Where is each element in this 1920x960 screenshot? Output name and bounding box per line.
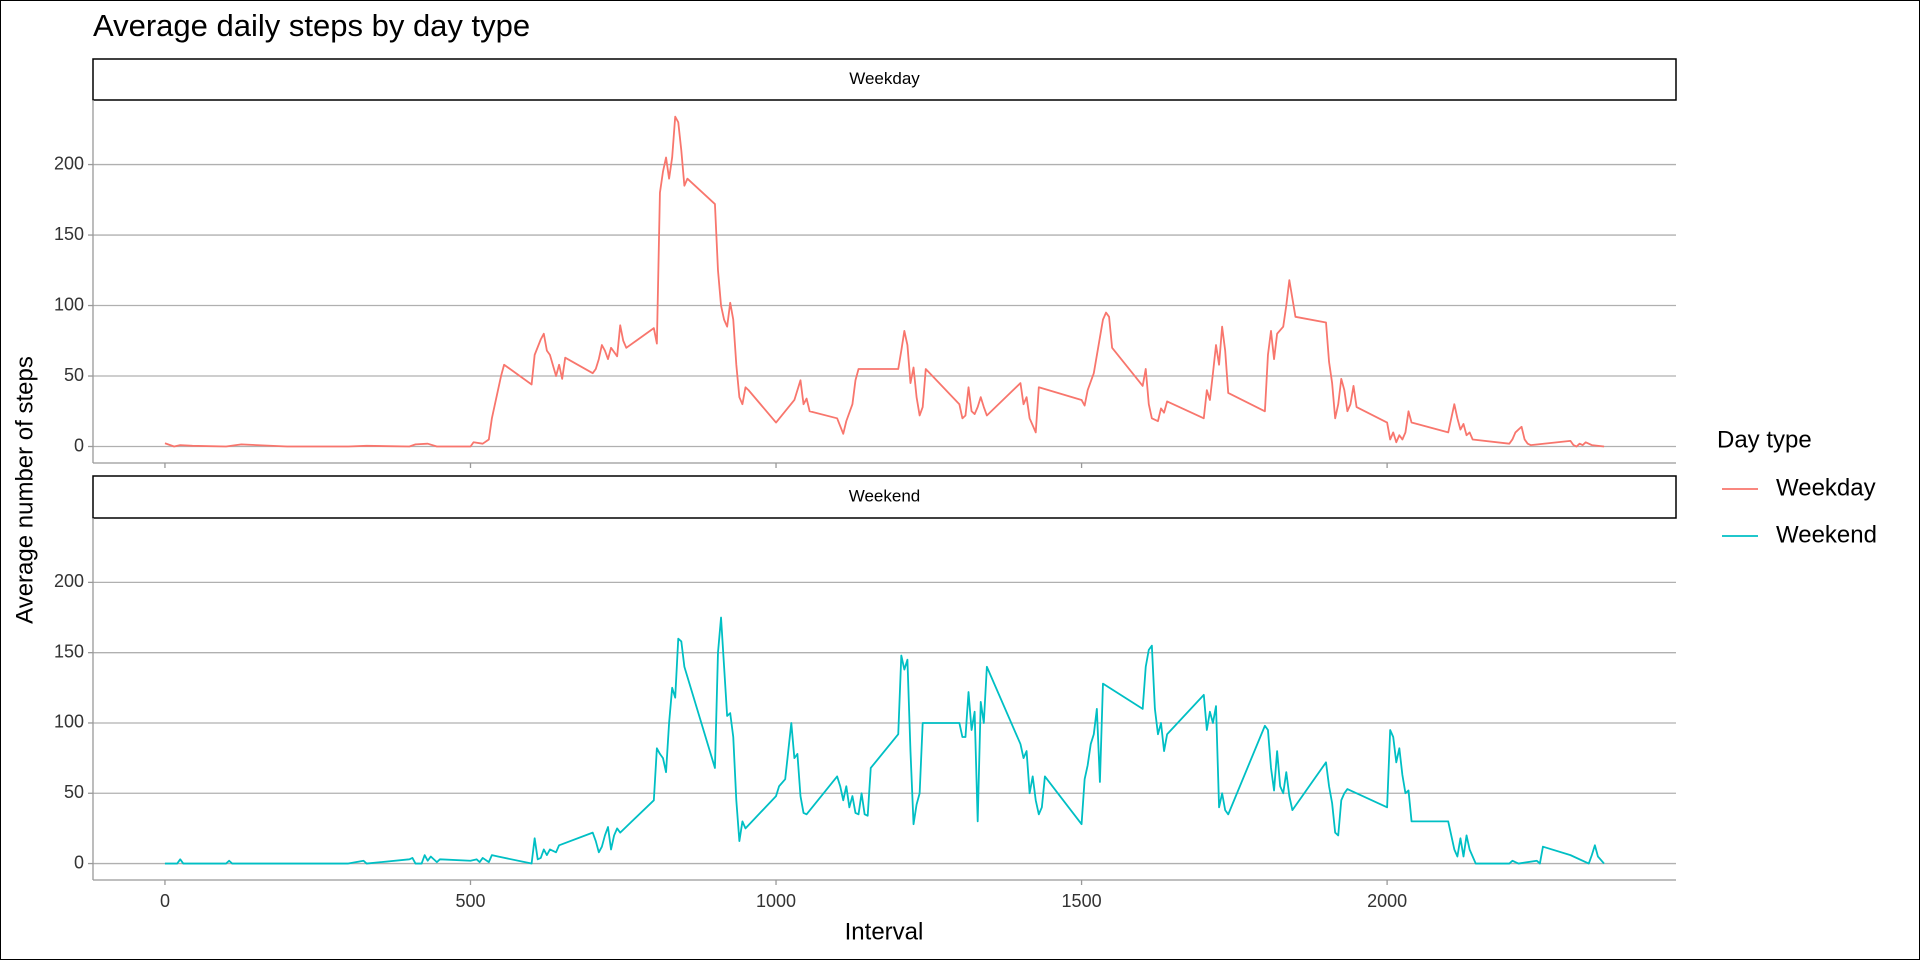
y-tick-label: 150 <box>54 224 84 244</box>
data-line <box>164 616 1605 865</box>
chart-title: Average daily steps by day type <box>93 8 530 43</box>
x-tick-label: 1000 <box>756 891 796 911</box>
y-tick-label: 150 <box>54 641 84 661</box>
x-axis-title: Interval <box>845 918 924 945</box>
y-tick-label: 0 <box>74 435 84 455</box>
facet-label: Weekend <box>849 486 921 505</box>
x-tick-label: 1500 <box>1062 891 1102 911</box>
data-line <box>164 115 1605 448</box>
y-tick-label: 200 <box>54 153 84 173</box>
x-tick-label: 0 <box>160 891 170 911</box>
legend-label: Weekend <box>1776 521 1877 548</box>
y-tick-label: 50 <box>64 365 84 385</box>
facet-strip <box>92 475 1677 519</box>
facet-label: Weekday <box>849 69 920 88</box>
legend-label: Weekday <box>1776 474 1876 501</box>
y-tick-label: 100 <box>54 294 84 314</box>
y-tick-label: 100 <box>54 712 84 732</box>
x-tick-label: 2000 <box>1367 891 1407 911</box>
y-tick-label: 0 <box>74 852 84 872</box>
y-tick-label: 50 <box>64 782 84 802</box>
y-tick-label: 200 <box>54 571 84 591</box>
legend-title: Day type <box>1717 426 1812 453</box>
y-axis-title: Average number of steps <box>11 356 38 624</box>
x-tick-label: 500 <box>455 891 485 911</box>
facet-strip <box>92 58 1677 101</box>
